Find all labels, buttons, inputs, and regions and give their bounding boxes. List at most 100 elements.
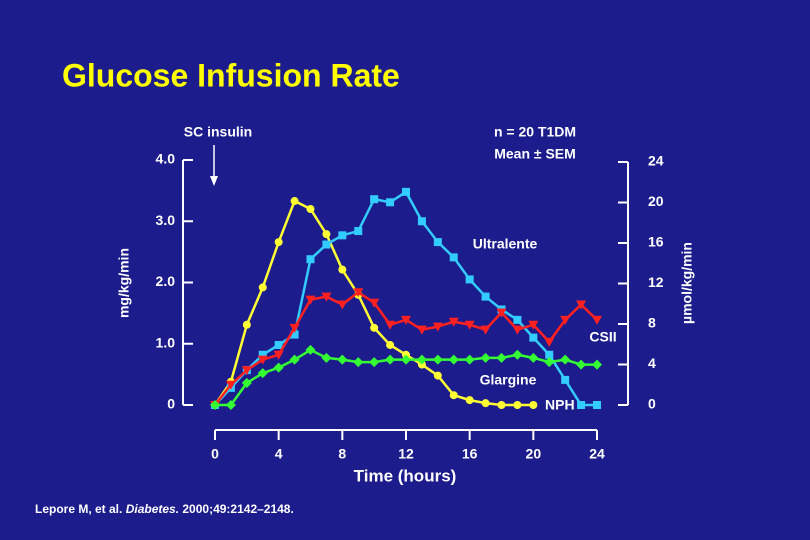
point [354,227,363,236]
x-tick-label: 24 [589,446,605,462]
point [385,320,396,330]
source-part: Lepore M, et al. [35,502,126,516]
y2-tick-label: 12 [648,274,664,290]
point [417,217,426,226]
point [370,323,379,332]
point [497,401,506,409]
point [322,230,331,239]
point [528,320,539,330]
annotation: n = 20 T1DM [494,124,576,140]
series-label: CSII [589,329,616,345]
y2-tick-label: 20 [648,193,664,209]
point [544,337,555,347]
point [401,315,411,325]
x-tick-label: 12 [398,446,414,462]
point [528,352,539,363]
point [480,325,491,335]
series-label: Glargine [480,372,537,388]
point [306,205,315,213]
point [258,350,267,359]
y2-tick-label: 24 [648,153,664,169]
point [576,359,587,370]
annotation: Mean ± SEM [494,146,576,162]
point [305,295,316,305]
source-part: Diabetes. [126,502,179,516]
point [481,399,490,408]
y2-tick-label: 4 [648,355,656,371]
point [338,265,347,274]
point [337,354,348,365]
point [448,317,459,327]
point [241,366,252,376]
point [480,352,491,363]
point [577,401,586,409]
point [290,197,299,206]
y2-tick-label: 16 [648,234,664,250]
y2-tick-label: 0 [648,396,656,412]
point [496,308,507,318]
point [369,298,380,308]
point [592,315,602,325]
point [289,323,300,333]
point [448,354,459,365]
point [465,275,474,284]
point [593,401,601,409]
x-tick-label: 4 [275,446,283,462]
point [512,349,523,360]
series-label: Ultralente [473,236,538,252]
point [481,292,490,301]
point [576,300,587,310]
point [225,400,236,410]
source-part: 2000;49:2142–2148. [179,502,294,516]
point [386,198,395,207]
point [385,354,396,365]
point [592,359,602,370]
point [369,357,380,368]
point [242,320,251,329]
point [306,255,315,264]
point [401,354,411,365]
point [561,375,570,384]
point [433,371,442,380]
y2-tick-label: 8 [648,315,656,331]
point [529,333,538,342]
point [274,340,283,349]
point [353,357,364,368]
y-tick-label: 2.0 [156,273,176,289]
point [432,354,443,365]
point [241,377,252,388]
series-label: NPH [545,397,575,413]
x-axis-label: Time (hours) [354,466,457,485]
point [337,300,348,310]
point [513,401,522,409]
point [290,330,299,339]
point [416,354,427,365]
source: Lepore M, et al. Diabetes. 2000;49:2142–… [35,502,294,516]
y-axis-label: mg/kg/min [116,248,132,318]
point [402,187,410,196]
point [544,357,555,368]
chart-title: Glucose Infusion Rate [62,57,400,93]
point [338,231,347,240]
point [432,322,443,332]
point [529,401,538,409]
y2-axis-label: µmol/kg/min [679,242,695,324]
point [449,253,458,262]
x-tick-label: 0 [211,446,219,462]
point [545,350,554,359]
point [416,325,427,335]
point [496,352,507,363]
point [353,288,364,298]
point [512,325,523,335]
point [560,354,571,365]
y-tick-label: 4.0 [156,151,176,167]
point [513,315,522,324]
y-tick-label: 0 [167,396,175,412]
point [560,315,571,325]
arrow-head [210,176,218,186]
point [274,238,283,247]
x-tick-label: 8 [338,446,346,462]
point [258,283,267,292]
point [433,238,442,247]
